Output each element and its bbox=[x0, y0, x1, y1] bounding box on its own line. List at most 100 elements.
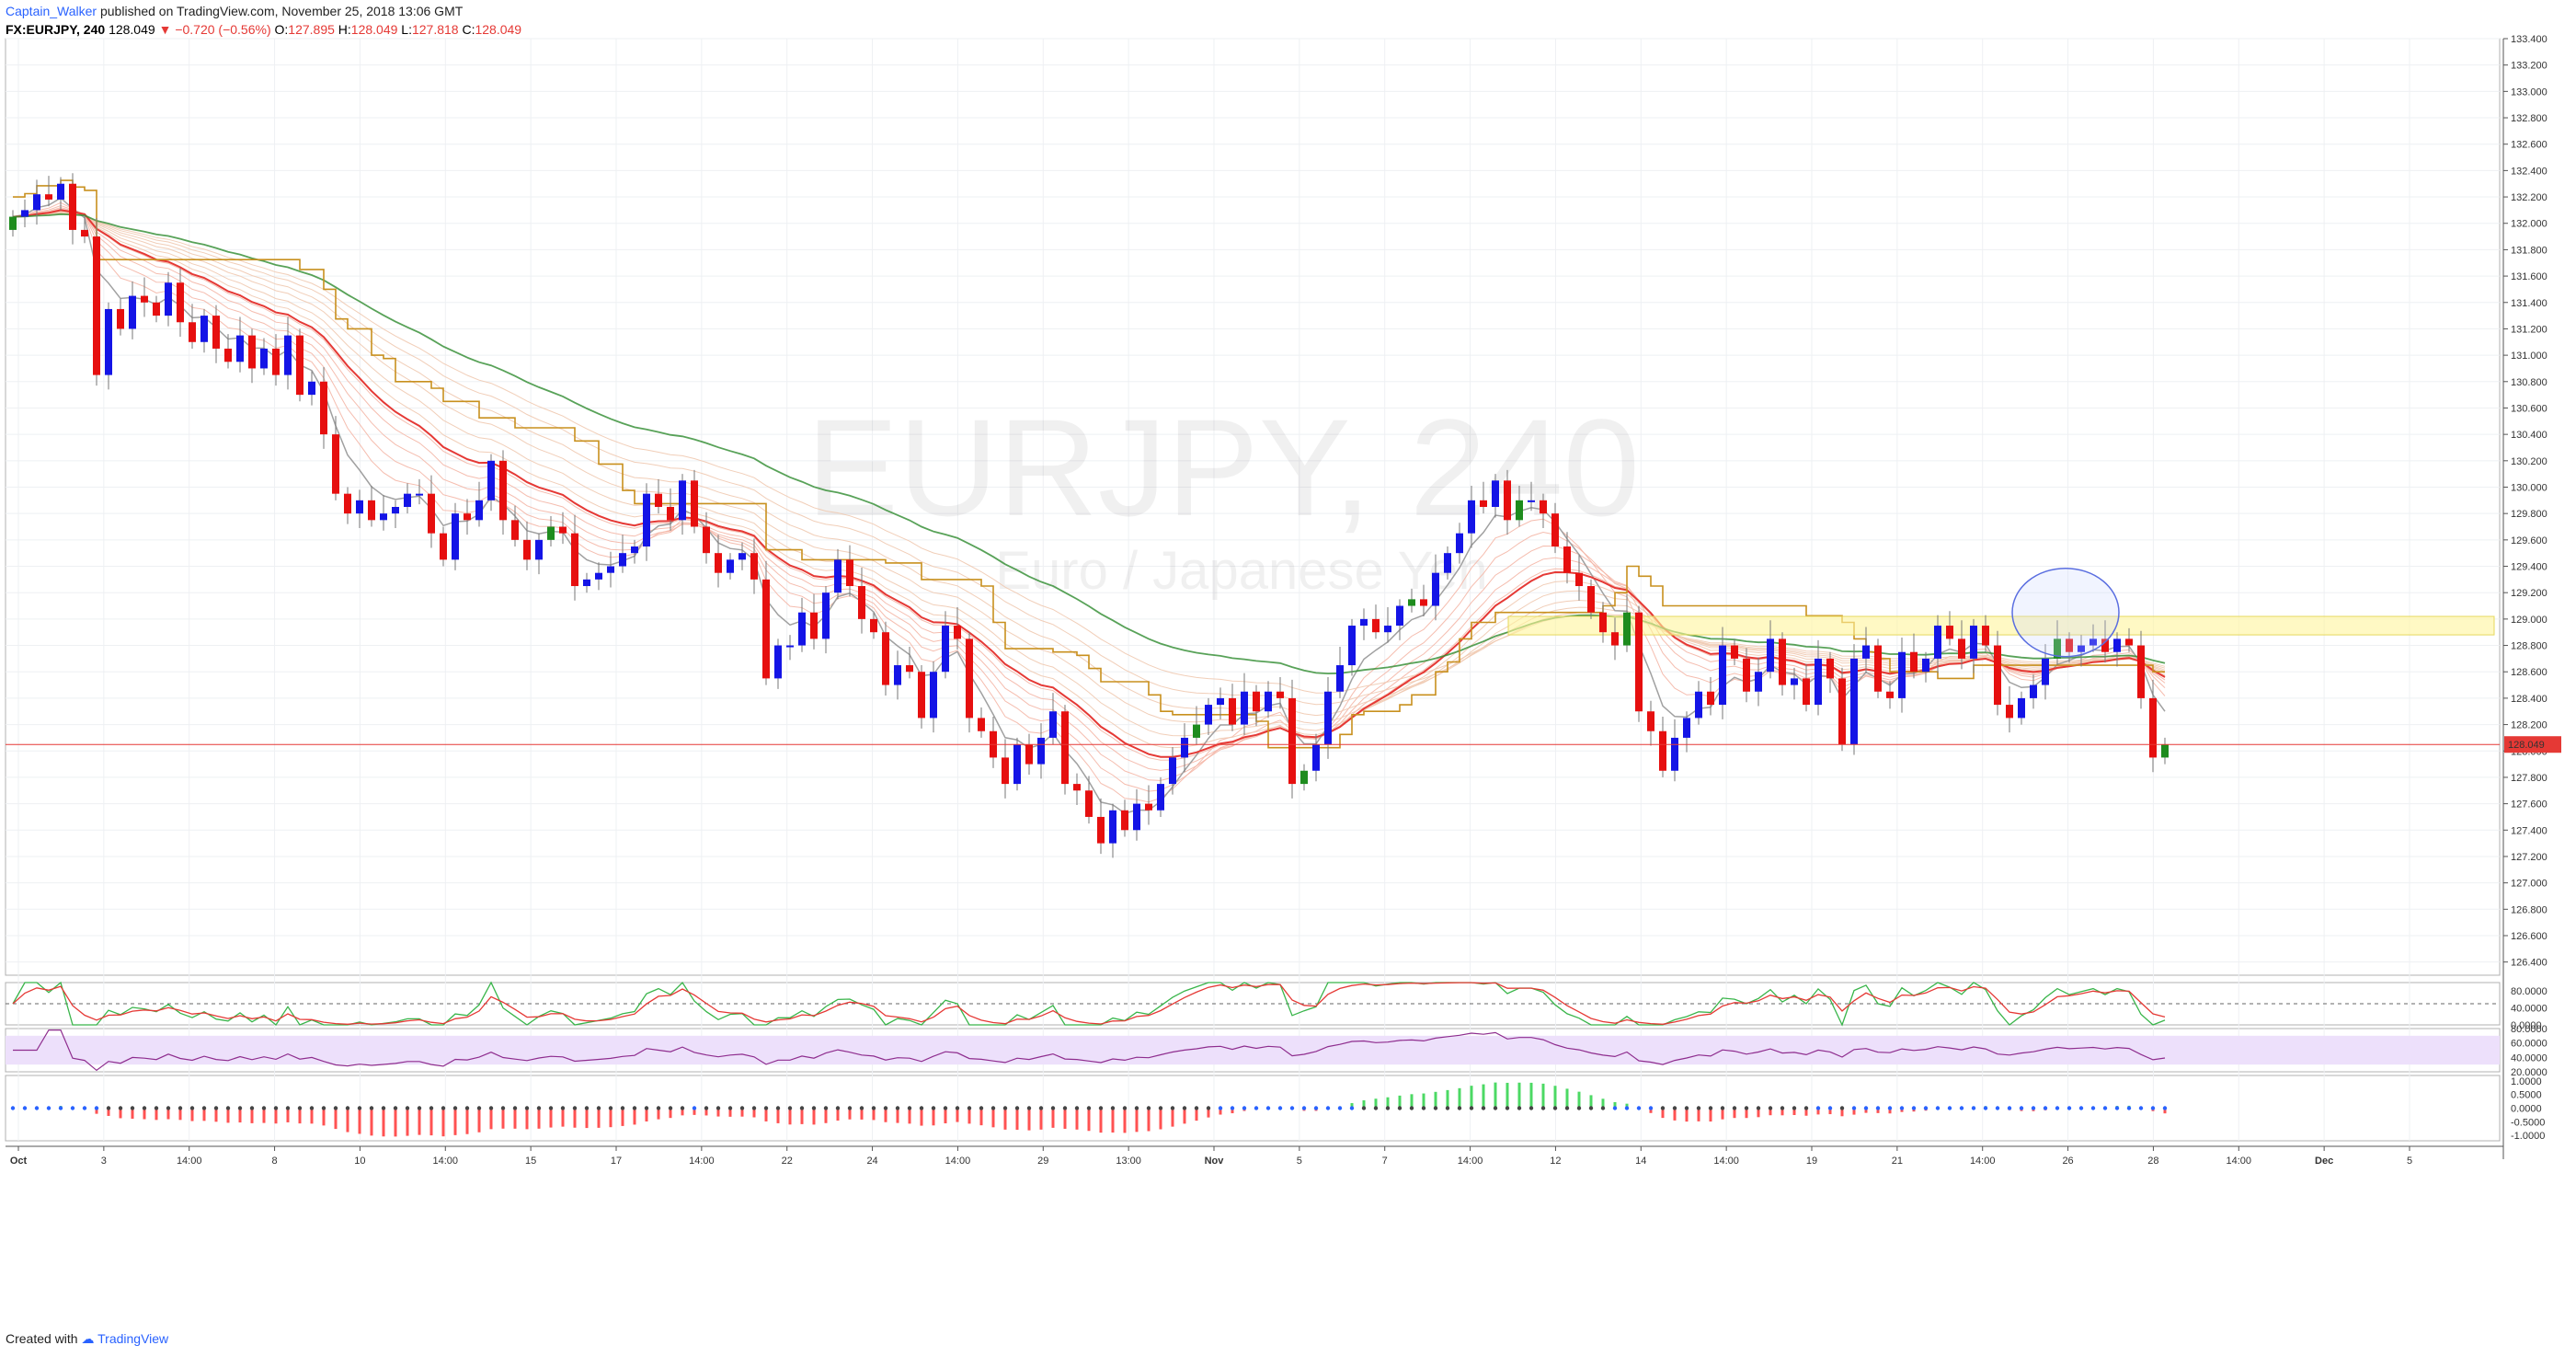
osc-zero-dot bbox=[763, 1106, 769, 1110]
candle-body bbox=[1874, 645, 1882, 692]
candle-body bbox=[643, 493, 650, 547]
time-tick-label: 14:00 bbox=[2227, 1156, 2252, 1167]
time-tick-label: 29 bbox=[1037, 1156, 1048, 1167]
tradingview-brand-link[interactable]: TradingView bbox=[97, 1331, 169, 1346]
osc-zero-dot bbox=[488, 1106, 494, 1110]
candle-body bbox=[1779, 638, 1786, 685]
chart-canvas[interactable]: EURJPY, 240 Euro / Japanese Yen 133.4001… bbox=[0, 0, 2576, 1325]
ma-ribbon-line bbox=[12, 211, 2166, 737]
candle-body bbox=[1324, 691, 1332, 745]
osc-zero-dot bbox=[309, 1106, 315, 1110]
osc-zero-dot bbox=[1098, 1106, 1104, 1110]
osc-zero-dot bbox=[1708, 1106, 1713, 1110]
candle-body bbox=[1468, 500, 1475, 534]
candle-body bbox=[762, 579, 770, 679]
osc-zero-dot bbox=[2055, 1106, 2060, 1110]
price-axis[interactable]: 133.400 133.200 133.000 132.800 132.600 132.4… bbox=[2502, 34, 2561, 1159]
candle-body bbox=[1540, 500, 1547, 514]
time-tick-label: 13:00 bbox=[1116, 1156, 1141, 1167]
support-zone bbox=[1507, 615, 2495, 636]
stochastic-pane[interactable] bbox=[6, 981, 2500, 1027]
candle-body bbox=[894, 665, 901, 685]
time-axis[interactable]: Oct 3 14:00 8 10 14:00 15 17 14:00 22 24 14:00 29 13:… bbox=[6, 1145, 2503, 1167]
candle-body bbox=[380, 513, 387, 521]
candle-body bbox=[1145, 803, 1152, 811]
rsi-line bbox=[13, 1029, 2166, 1072]
osc-zero-dot bbox=[1528, 1106, 1534, 1110]
osc-zero-dot bbox=[1815, 1106, 1821, 1110]
osc-zero-dot bbox=[727, 1106, 733, 1110]
osc-zero-dot bbox=[2043, 1106, 2048, 1110]
price-tick-label: 130.600 bbox=[2511, 403, 2547, 414]
osc-zero-dot bbox=[1935, 1106, 1941, 1110]
rsi-tick-label: 20.0000 bbox=[2511, 1067, 2547, 1078]
price-tick-label: 129.800 bbox=[2511, 509, 2547, 520]
time-tick-label: 14:00 bbox=[433, 1156, 459, 1167]
candle-body bbox=[81, 229, 88, 237]
close-value: 128.049 bbox=[475, 22, 522, 37]
osc-zero-dot bbox=[1301, 1106, 1307, 1110]
tradingview-logo-icon[interactable]: ☁ bbox=[81, 1331, 95, 1346]
rsi-pane[interactable] bbox=[6, 1029, 2500, 1072]
candle-body bbox=[236, 335, 244, 362]
osc-zero-dot bbox=[1947, 1106, 1952, 1110]
price-tick-label: 131.200 bbox=[2511, 324, 2547, 335]
candle-body bbox=[1181, 737, 1188, 758]
osc-zero-dot bbox=[1038, 1106, 1044, 1110]
osc-zero-dot bbox=[524, 1106, 530, 1110]
osc-zero-dot bbox=[130, 1106, 135, 1110]
osc-zero-dot bbox=[1732, 1106, 1737, 1110]
osc-zero-dot bbox=[237, 1106, 243, 1110]
candle-body bbox=[1312, 744, 1320, 771]
osc-zero-dot bbox=[895, 1106, 900, 1110]
osc-zero-dot bbox=[1684, 1106, 1689, 1110]
oscillator-pane[interactable] bbox=[10, 1082, 2168, 1137]
time-tick-label: 14:00 bbox=[945, 1156, 971, 1167]
osc-zero-dot bbox=[1899, 1106, 1905, 1110]
osc-zero-dot bbox=[751, 1106, 757, 1110]
osc-zero-dot bbox=[835, 1106, 841, 1110]
candle-body bbox=[1169, 757, 1176, 785]
osc-zero-dot bbox=[871, 1106, 876, 1110]
grid-lines bbox=[5, 38, 2501, 1142]
candle-body bbox=[750, 553, 758, 580]
osc-zero-dot bbox=[1122, 1106, 1128, 1110]
candle-body bbox=[1193, 724, 1200, 738]
osc-zero-dot bbox=[668, 1106, 673, 1110]
time-tick-label: 17 bbox=[611, 1156, 622, 1167]
osc-zero-dot bbox=[225, 1106, 231, 1110]
osc-zero-dot bbox=[847, 1106, 853, 1110]
price-pane[interactable] bbox=[6, 173, 2500, 858]
candle-body bbox=[858, 586, 865, 619]
candle-body bbox=[1611, 632, 1619, 646]
stoch-tick-label: 80.0000 bbox=[2511, 986, 2547, 997]
candle-body bbox=[1037, 737, 1045, 765]
price-tick-label: 132.200 bbox=[2511, 192, 2547, 203]
time-tick-label: 5 bbox=[1297, 1156, 1302, 1167]
osc-zero-dot bbox=[560, 1106, 566, 1110]
candle-body bbox=[212, 316, 220, 349]
candle-body bbox=[1085, 790, 1093, 817]
candle-body bbox=[93, 236, 100, 375]
osc-zero-dot bbox=[94, 1106, 99, 1110]
candle-body bbox=[344, 493, 351, 514]
stoch-k-line bbox=[12, 981, 2166, 1027]
candle-body bbox=[1002, 757, 1009, 785]
candle-body bbox=[1683, 718, 1690, 738]
rsi-tick-label: 60.0000 bbox=[2511, 1039, 2547, 1050]
author-link[interactable]: Captain_Walker bbox=[6, 4, 97, 18]
watermark-symbol: EURJPY, 240 bbox=[807, 390, 1640, 545]
osc-zero-dot bbox=[189, 1106, 195, 1110]
candle-body bbox=[786, 645, 794, 648]
candle-body bbox=[1815, 658, 1822, 706]
osc-zero-dot bbox=[1648, 1106, 1654, 1110]
price-tick-label: 131.400 bbox=[2511, 298, 2547, 309]
candle-body bbox=[1886, 691, 1894, 698]
candle-body bbox=[392, 507, 399, 514]
price-tick-label: 129.600 bbox=[2511, 535, 2547, 546]
stoch-d-line bbox=[12, 982, 2166, 1025]
price-tick-label: 128.400 bbox=[2511, 694, 2547, 705]
osc-zero-dot bbox=[704, 1106, 709, 1110]
osc-zero-dot bbox=[775, 1106, 781, 1110]
osc-zero-dot bbox=[955, 1106, 960, 1110]
